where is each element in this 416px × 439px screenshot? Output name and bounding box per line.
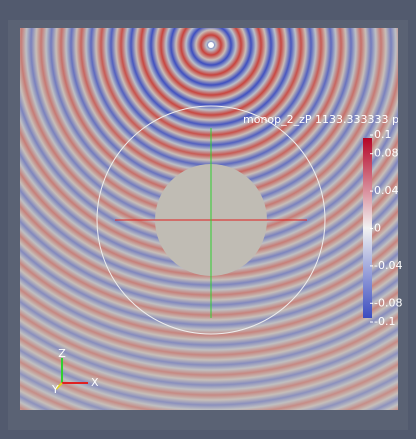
page: monop_2_zP 1133.333333 p_T Z Y X 0.1 0.08… [0, 0, 416, 439]
axis-z-label: Z [58, 347, 66, 360]
color-bar-label: -0.1 [374, 315, 395, 328]
field: monop_2_zP 1133.333333 p_T [20, 28, 411, 410]
color-bar-label: 0.1 [374, 128, 392, 141]
color-bar-label: 0 [374, 222, 381, 235]
color-bar-label: 0.04 [374, 184, 399, 197]
color-bar-label: -0.04 [374, 259, 402, 272]
axis-y-label: Y [51, 383, 59, 396]
axis-x-label: X [91, 376, 99, 389]
render-view: monop_2_zP 1133.333333 p_T Z Y X 0.1 0.08… [0, 0, 416, 439]
color-bar-label: 0.08 [374, 147, 399, 160]
view-title: monop_2_zP 1133.333333 p_T [243, 113, 411, 126]
color-bar-label: -0.08 [374, 296, 402, 309]
